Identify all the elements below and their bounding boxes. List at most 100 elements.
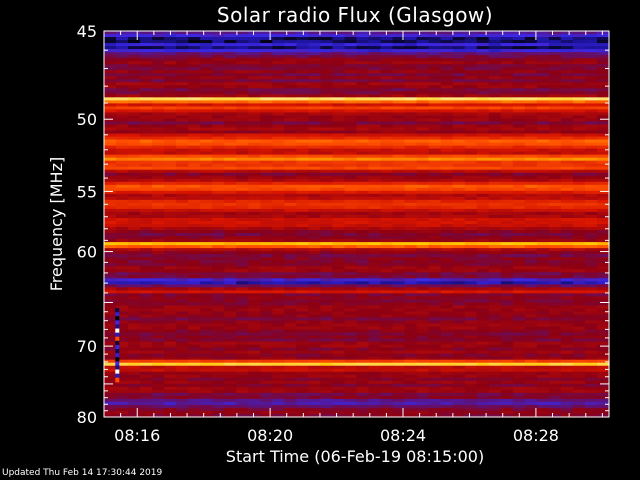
spectrogram-cell — [560, 142, 574, 147]
spectrogram-cell — [536, 290, 550, 294]
spectrogram-cell — [188, 344, 201, 349]
spectrogram-cell — [176, 115, 189, 120]
spectrogram-cell — [584, 124, 598, 129]
spectrogram-cell — [476, 284, 490, 288]
spectrogram-cell — [440, 34, 454, 38]
spectrogram-cell — [572, 251, 586, 255]
spectrogram-cell — [248, 142, 261, 147]
spectrogram-cell — [152, 172, 165, 177]
spectrogram-cell — [212, 257, 225, 261]
spectrogram-cell — [524, 136, 538, 141]
spectrogram-cell — [308, 136, 322, 141]
spectrogram-cell — [464, 139, 478, 144]
spectrogram-cell — [164, 175, 177, 180]
spectrogram-cell — [200, 181, 213, 186]
spectrogram-cell — [596, 193, 610, 198]
spectrogram-cell — [212, 34, 225, 38]
spectrogram-cell — [524, 91, 538, 95]
spectrogram-cell — [380, 154, 394, 159]
spectrogram-cell — [524, 82, 538, 86]
spectrogram-cell — [428, 73, 442, 77]
spectrogram-cell — [176, 242, 189, 246]
spectrogram-cell — [572, 67, 586, 71]
spectrogram-cell — [140, 281, 153, 285]
spectrogram-cell — [152, 314, 165, 319]
spectrogram-cell — [236, 245, 249, 249]
spectrogram-cell — [152, 73, 165, 77]
spectrogram-cell — [452, 88, 466, 92]
spectrogram-cell — [152, 335, 165, 340]
spectrogram-cell — [176, 145, 189, 150]
spectrogram-cell — [344, 380, 358, 385]
spectrogram-cell — [212, 61, 225, 65]
spectrogram-cell — [344, 269, 358, 273]
spectrogram-cell — [320, 275, 334, 279]
spectrogram-cell — [560, 248, 574, 252]
spectrogram-cell — [296, 151, 309, 156]
spectrogram-cell — [380, 386, 394, 391]
spectrogram-cell — [116, 31, 129, 35]
spectrogram-cell — [512, 94, 526, 98]
spectrogram-cell — [140, 31, 153, 35]
spectrogram-cell — [476, 353, 490, 358]
spectrogram-cell — [272, 220, 285, 225]
spectrogram-cell — [572, 224, 586, 228]
spectrogram-cell — [512, 353, 526, 358]
spectrogram-cell — [152, 233, 165, 237]
spectrogram-cell — [200, 275, 213, 279]
spectrogram-cell — [272, 290, 285, 294]
spectrogram-cell — [536, 275, 550, 279]
spectrogram-cell — [212, 163, 225, 168]
spectrogram-cell — [500, 31, 514, 35]
spectrogram-cell — [560, 175, 574, 180]
spectrogram-cell — [440, 275, 454, 279]
spectrogram-cell — [296, 368, 309, 373]
spectrogram-cell — [404, 91, 418, 95]
spectrogram-cell — [188, 251, 201, 255]
spectrogram-cell — [260, 91, 273, 95]
spectrogram-cell — [392, 275, 406, 279]
spectrogram-cell — [452, 344, 466, 349]
spectrogram-cell — [296, 190, 309, 195]
spectrogram-cell — [440, 112, 454, 117]
spectrogram-cell — [188, 281, 201, 285]
spectrogram-cell — [452, 151, 466, 156]
spectrogram-cell — [308, 220, 322, 225]
spectrogram-cell — [296, 266, 309, 270]
spectrogram-cell — [560, 178, 574, 183]
spectrogram-cell — [404, 181, 418, 186]
spectrogram-cell — [224, 359, 237, 364]
spectrogram-cell — [308, 311, 322, 316]
spectrogram-cell — [572, 76, 586, 80]
spectrogram-cell — [140, 202, 153, 207]
spectrogram-cell — [416, 109, 430, 114]
spectrogram-cell — [392, 115, 406, 120]
spectrogram-cell — [488, 281, 502, 285]
spectrogram-cell — [212, 308, 225, 313]
spectrogram-cell — [512, 163, 526, 168]
spectrogram-cell — [596, 347, 610, 352]
spectrogram-cell — [248, 335, 261, 340]
spectrogram-cell — [236, 91, 249, 95]
spectrogram-cell — [596, 52, 610, 56]
spectrogram-cell — [416, 248, 430, 252]
spectrogram-cell — [464, 142, 478, 147]
spectrogram-cell — [332, 172, 346, 177]
spectrogram-cell — [260, 245, 273, 249]
spectrogram-cell — [248, 257, 261, 261]
spectrogram-cell — [476, 224, 490, 228]
spectrogram-cell — [152, 227, 165, 231]
spectrogram-cell — [212, 76, 225, 80]
spectrogram-cell — [440, 320, 454, 325]
spectrogram-cell — [572, 43, 586, 47]
spectrogram-cell — [428, 293, 442, 297]
spectrogram-cell — [152, 251, 165, 255]
spectrogram-cell — [536, 190, 550, 195]
spectrogram-cell — [236, 181, 249, 186]
spectrogram-cell — [428, 46, 442, 50]
spectrogram-cell — [380, 205, 394, 210]
spectrogram-cell — [356, 329, 370, 334]
spectrogram-cell — [524, 154, 538, 159]
spectrogram-cell — [428, 145, 442, 150]
